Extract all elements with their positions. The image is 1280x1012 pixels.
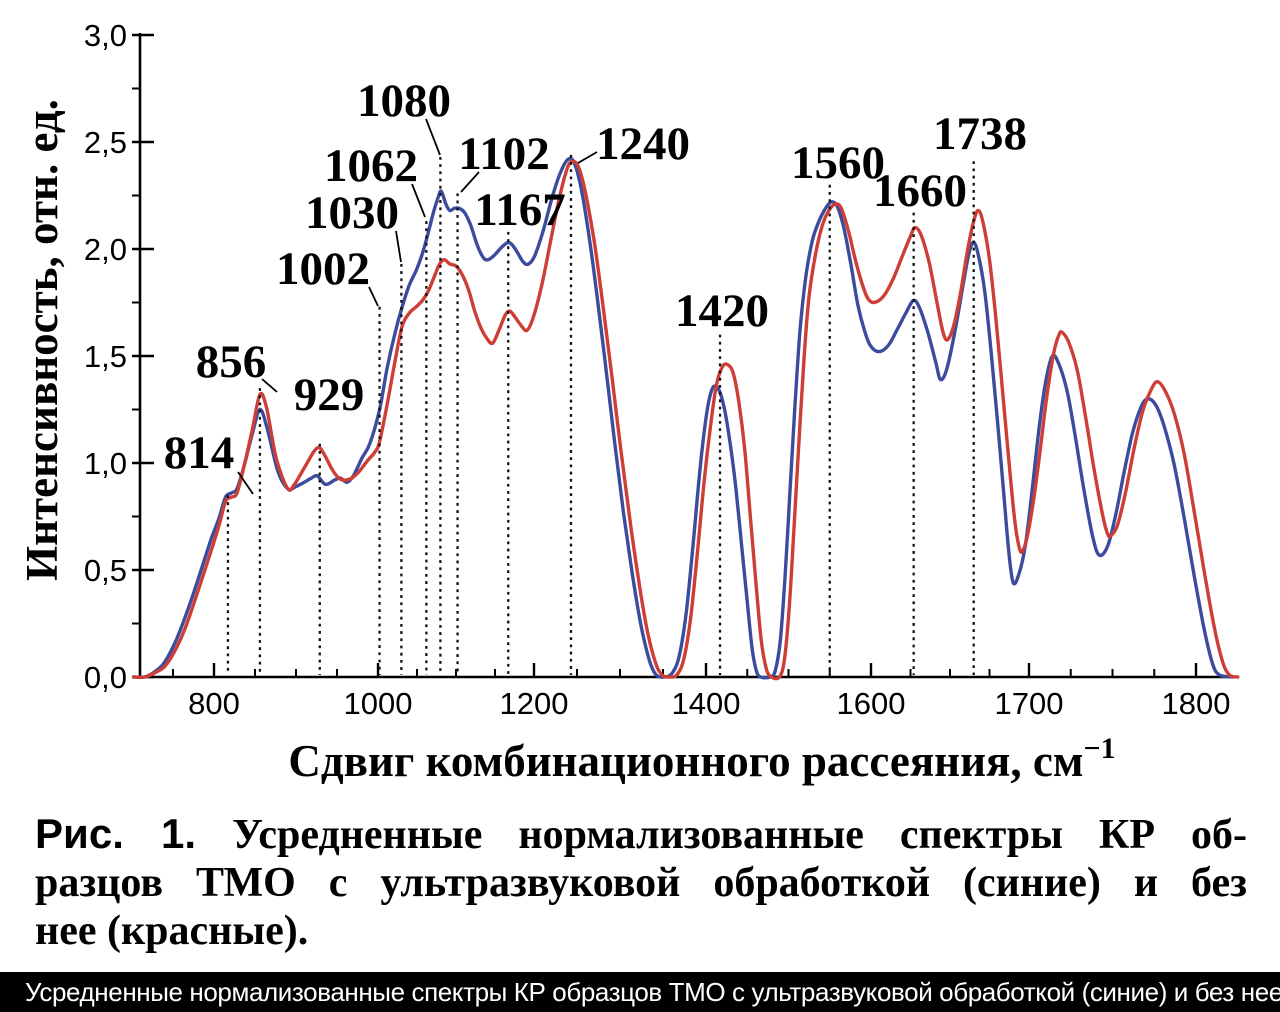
caption-text-1: Усредненные нормализованные спектры КР о… <box>232 812 1247 858</box>
figure-caption: Рис. 1. Усредненные нормализованные спек… <box>35 810 1247 955</box>
figure-number: Рис. 1. <box>35 810 197 857</box>
peak-label-1660: 1660 <box>873 165 967 217</box>
peak-label-856: 856 <box>196 336 267 388</box>
peak-label-814: 814 <box>164 427 235 479</box>
status-bar: Усредненные нормализованные спектры КР о… <box>0 972 1280 1012</box>
x-tick-label: 1800 <box>1162 686 1231 721</box>
raman-spectra-chart: 0,0 0,5 1,0 1,5 2,0 2,5 3,0 800 1000 1200 1400 1600… <box>17 18 1240 786</box>
x-tick-label: 1000 <box>344 686 413 721</box>
peak-label-1030: 1030 <box>305 187 399 239</box>
y-tick-label: 2,0 <box>84 232 127 267</box>
peak-label-1738: 1738 <box>933 108 1027 160</box>
peak-label-1560: 1560 <box>791 137 885 189</box>
peak-label-1002: 1002 <box>276 243 370 295</box>
peak-label-1420: 1420 <box>675 285 769 337</box>
peak-label-1062: 1062 <box>324 140 418 192</box>
peak-label-929: 929 <box>294 369 365 421</box>
y-tick-label: 2,5 <box>84 125 127 160</box>
x-tick-label: 1600 <box>837 686 906 721</box>
caption-line-3: нее (красные). <box>35 908 309 954</box>
peak-label-1240: 1240 <box>596 118 690 170</box>
y-tick-label: 0,0 <box>84 660 127 695</box>
peak-label-1080: 1080 <box>357 75 451 127</box>
caption-line-1: Рис. 1. Усредненные нормализованные спек… <box>35 810 1247 859</box>
x-axis-title: Сдвиг комбинационного рассеяния, см−1 <box>288 732 1115 786</box>
y-tick-label: 3,0 <box>84 18 127 53</box>
peak-leader-line <box>237 471 254 495</box>
y-axis-title: Интенсивность, отн. ед. <box>17 99 67 581</box>
peak-leader-line <box>425 118 441 156</box>
caption-line-2: разцов ТМО с ультразвуковой обработкой (… <box>35 860 1247 906</box>
peak-leader-line <box>460 171 480 193</box>
peak-leader-line <box>368 286 379 307</box>
series-line-red <box>131 159 1240 681</box>
peak-label-1102: 1102 <box>458 128 549 180</box>
x-tick-label: 1200 <box>500 686 569 721</box>
peak-leader-line <box>261 378 278 393</box>
peak-leader-line <box>577 151 598 164</box>
x-tick-label: 800 <box>188 686 240 721</box>
y-tick-label: 1,5 <box>84 339 127 374</box>
status-bar-text: Усредненные нормализованные спектры КР о… <box>25 977 1280 1007</box>
x-tick-label: 1700 <box>995 686 1064 721</box>
series-line-blue <box>131 156 1235 680</box>
y-tick-label: 0,5 <box>84 553 127 588</box>
peak-label-1167: 1167 <box>474 184 565 236</box>
peak-leader-line <box>411 183 426 218</box>
x-tick-label: 1400 <box>672 686 741 721</box>
y-tick-label: 1,0 <box>84 446 127 481</box>
peak-leader-line <box>395 230 402 263</box>
